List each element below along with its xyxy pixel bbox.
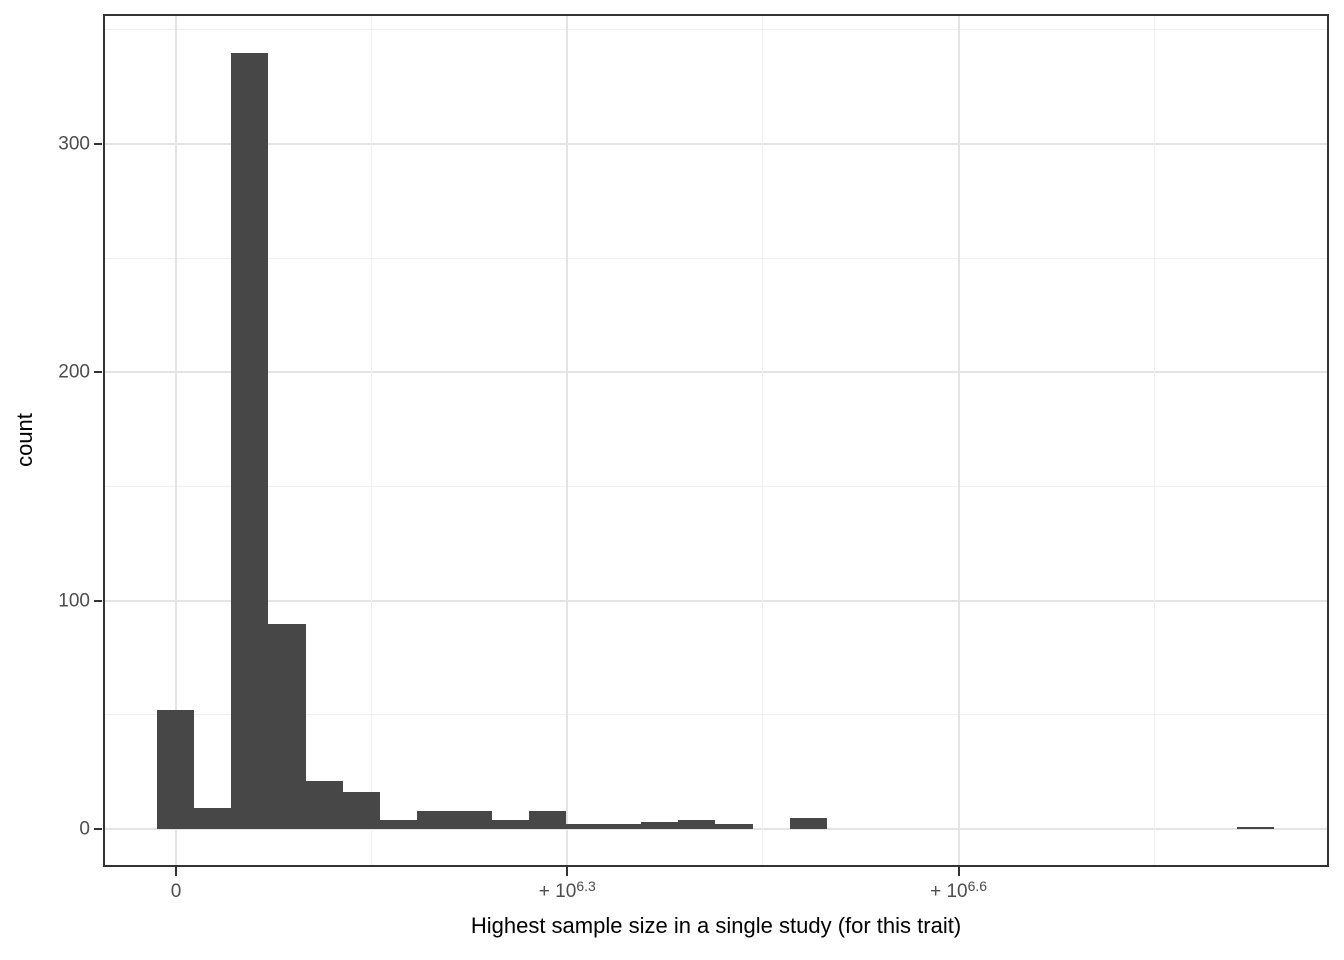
gridline-major-vertical [957, 14, 960, 867]
y-tick-label: 200 [58, 361, 90, 383]
gridline-major-vertical [175, 14, 177, 867]
histogram-bar [640, 822, 679, 829]
histogram-bar [789, 817, 828, 829]
y-tick-mark [94, 828, 102, 830]
x-tick-label: + 106.3 [538, 877, 596, 902]
y-tick-label: 0 [79, 818, 90, 840]
x-tick-exponent: 6.6 [967, 877, 988, 894]
x-tick-label: 0 [170, 881, 182, 902]
gridline-minor-vertical [762, 14, 764, 867]
gridline-major-horizontal [103, 371, 1329, 374]
plot-panel [103, 14, 1329, 867]
histogram-bar [1236, 826, 1275, 829]
histogram-bar [715, 824, 753, 829]
x-axis-title: Highest sample size in a single study (f… [470, 913, 962, 938]
y-tick-mark [94, 599, 102, 602]
gridline-minor-vertical [1153, 14, 1155, 867]
histogram-bar [193, 808, 232, 829]
histogram-bar [566, 824, 604, 829]
y-tick-label: 300 [58, 133, 90, 155]
x-tick-mark [957, 867, 960, 876]
y-tick-mark [94, 143, 102, 146]
x-tick-mark [175, 867, 177, 876]
x-tick-label: + 106.6 [930, 877, 988, 902]
y-tick-label: 100 [58, 590, 90, 612]
x-tick-mark [566, 867, 569, 876]
gridline-major-horizontal [103, 143, 1329, 146]
histogram-bar [342, 792, 381, 829]
gridline-minor-horizontal [103, 29, 1329, 31]
histogram-bar [603, 824, 641, 829]
gridline-minor-horizontal [103, 486, 1329, 488]
histogram-bar [454, 810, 492, 829]
gridline-major-vertical [566, 14, 569, 867]
gridline-minor-horizontal [103, 257, 1329, 259]
y-axis-title: count [12, 413, 37, 467]
y-tick-mark [94, 371, 102, 374]
gridline-major-horizontal [103, 828, 1329, 830]
histogram-bar [305, 781, 343, 829]
histogram-bar [268, 623, 306, 829]
histogram-bar [417, 810, 455, 829]
histogram-bar [380, 819, 418, 829]
histogram-bar [231, 52, 269, 829]
gridline-minor-horizontal [103, 714, 1329, 716]
x-tick-exponent: 6.3 [576, 877, 596, 894]
gridline-minor-vertical [371, 14, 373, 867]
gridline-major-horizontal [103, 599, 1329, 602]
histogram-bar [678, 819, 716, 829]
histogram-bar [491, 819, 530, 829]
histogram-bar [156, 710, 194, 829]
histogram-bar [529, 810, 567, 829]
